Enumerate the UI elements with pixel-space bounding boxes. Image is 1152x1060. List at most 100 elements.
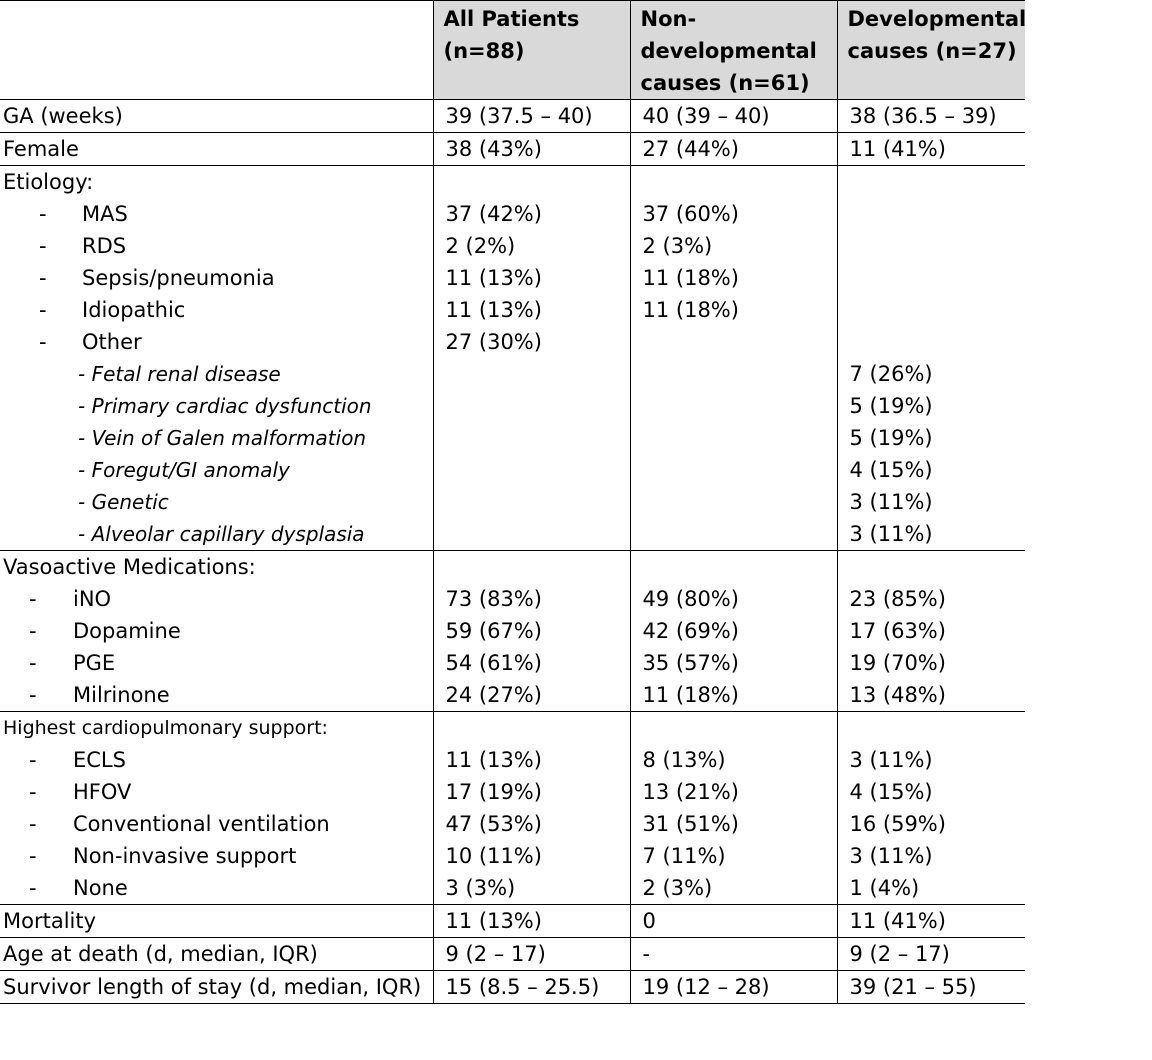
cell-all: 17 (19%)	[432, 776, 630, 808]
table-row: - Conventional ventilation 47 (53%) 31 (5…	[0, 808, 1025, 840]
section-label: Etiology:	[0, 165, 433, 198]
list-dash: -	[29, 780, 37, 804]
cell-nondev: 31 (51%)	[629, 808, 837, 840]
cell-nondev: 0	[629, 904, 837, 938]
cell-nondev: 2 (3%)	[629, 230, 837, 262]
cell-all: 38 (43%)	[432, 132, 630, 166]
table-row-age-at-death: Age at death (d, median, IQR) 9 (2 – 17)…	[0, 937, 1025, 971]
row-label: - Foregut/GI anomaly	[78, 458, 290, 482]
table-row: - Foregut/GI anomaly 4 (15%)	[0, 454, 1025, 486]
cell-dev: 3 (11%)	[836, 840, 1025, 872]
row-label: - Vein of Galen malformation	[78, 426, 367, 450]
patient-characteristics-table: All Patients (n=88) Non-developmental ca…	[0, 0, 1025, 1004]
cell-nondev: 49 (80%)	[629, 583, 837, 615]
cell-dev: 3 (11%)	[836, 744, 1025, 776]
cell-nondev: 27 (44%)	[629, 132, 837, 166]
cell-nondev: 2 (3%)	[629, 872, 837, 905]
cell-dev: 4 (15%)	[836, 776, 1025, 808]
cell-nondev: 37 (60%)	[629, 198, 837, 230]
cell-all: 24 (27%)	[432, 679, 630, 712]
cell-nondev: 11 (18%)	[629, 262, 837, 294]
row-label: Idiopathic	[82, 298, 186, 322]
table-row: - Other 27 (30%)	[0, 326, 1025, 358]
cell-dev: 7 (26%)	[836, 358, 1025, 390]
row-label: Dopamine	[73, 619, 181, 643]
cell-all: 11 (13%)	[432, 294, 630, 326]
cell-dev: 39 (21 – 55)	[836, 970, 1025, 1004]
table-row-length-of-stay: Survivor length of stay (d, median, IQR)…	[0, 970, 1025, 1004]
row-label: Mortality	[0, 904, 433, 938]
cell-dev: 16 (59%)	[836, 808, 1025, 840]
header-non-developmental: Non-developmental causes (n=61)	[629, 0, 837, 100]
cell-dev	[836, 230, 1025, 262]
row-label: iNO	[73, 587, 112, 611]
table-row: - None 3 (3%) 2 (3%) 1 (4%)	[0, 872, 1025, 905]
cell-all: 10 (11%)	[432, 840, 630, 872]
cell-nondev: 11 (18%)	[629, 679, 837, 712]
list-dash: -	[29, 683, 37, 707]
row-label: Non-invasive support	[73, 844, 297, 868]
table-row: - Dopamine 59 (67%) 42 (69%) 17 (63%)	[0, 615, 1025, 647]
row-label: Milrinone	[73, 683, 170, 707]
cell-nondev: 42 (69%)	[629, 615, 837, 647]
row-label: Other	[82, 330, 142, 354]
row-label: Age at death (d, median, IQR)	[0, 937, 433, 971]
cell-dev: 19 (70%)	[836, 647, 1025, 679]
row-label: - Alveolar capillary dysplasia	[78, 522, 365, 546]
cell-all: 27 (30%)	[432, 326, 630, 358]
cell-all: 11 (13%)	[432, 904, 630, 938]
cell-dev: 1 (4%)	[836, 872, 1025, 905]
list-dash: -	[29, 651, 37, 675]
cell-dev: 11 (41%)	[836, 904, 1025, 938]
table-row-vasoactive-heading: Vasoactive Medications:	[0, 550, 1025, 583]
table-row-mortality: Mortality 11 (13%) 0 11 (41%)	[0, 904, 1025, 938]
row-label: Survivor length of stay (d, median, IQR)	[0, 970, 433, 1004]
cell-dev: 5 (19%)	[836, 390, 1025, 422]
row-label: RDS	[82, 234, 127, 258]
cell-all: 3 (3%)	[432, 872, 630, 905]
table-row: - PGE 54 (61%) 35 (57%) 19 (70%)	[0, 647, 1025, 679]
row-label: MAS	[82, 202, 128, 226]
header-row: All Patients (n=88) Non-developmental ca…	[0, 0, 1025, 100]
list-dash: -	[29, 587, 37, 611]
table-row-female: Female 38 (43%) 27 (44%) 11 (41%)	[0, 132, 1025, 166]
cell-dev: 11 (41%)	[836, 132, 1025, 166]
row-label: Sepsis/pneumonia	[82, 266, 275, 290]
row-label: Female	[0, 132, 433, 166]
row-label: - Genetic	[78, 490, 169, 514]
cell-dev: 5 (19%)	[836, 422, 1025, 454]
row-label: ECLS	[73, 748, 126, 772]
cell-all: 11 (13%)	[432, 744, 630, 776]
table-row: - Non-invasive support 10 (11%) 7 (11%) 3…	[0, 840, 1025, 872]
list-dash: -	[29, 844, 37, 868]
cell-dev: 9 (2 – 17)	[836, 937, 1025, 971]
table-row: - RDS 2 (2%) 2 (3%)	[0, 230, 1025, 262]
cell-dev: 3 (11%)	[836, 486, 1025, 518]
row-label: GA (weeks)	[3, 104, 123, 128]
table-row: - Idiopathic 11 (13%) 11 (18%)	[0, 294, 1025, 326]
table-row: - Alveolar capillary dysplasia 3 (11%)	[0, 518, 1025, 551]
cell-nondev: 7 (11%)	[629, 840, 837, 872]
cell-dev: 4 (15%)	[836, 454, 1025, 486]
section-label: Highest cardiopulmonary support:	[0, 711, 433, 744]
row-label: Conventional ventilation	[73, 812, 330, 836]
table-row: - MAS 37 (42%) 37 (60%)	[0, 198, 1025, 230]
cell-nondev: -	[629, 937, 837, 971]
cell-dev: 38 (36.5 – 39)	[836, 99, 1025, 133]
table-row: - Primary cardiac dysfunction 5 (19%)	[0, 390, 1025, 422]
table-row-ga: GA (weeks) 39 (37.5 – 40) 40 (39 – 40) 3…	[0, 99, 1025, 133]
list-dash: -	[39, 202, 47, 226]
table-row: - iNO 73 (83%) 49 (80%) 23 (85%)	[0, 583, 1025, 615]
cell-nondev: 11 (18%)	[629, 294, 837, 326]
cell-nondev	[629, 326, 837, 358]
list-dash: -	[29, 876, 37, 900]
cell-all: 11 (13%)	[432, 262, 630, 294]
list-dash: -	[39, 266, 47, 290]
cell-all: 37 (42%)	[432, 198, 630, 230]
cell-all: 54 (61%)	[432, 647, 630, 679]
row-label: - Fetal renal disease	[78, 362, 281, 386]
cell-dev	[836, 262, 1025, 294]
list-dash: -	[39, 298, 47, 322]
table-row: - Sepsis/pneumonia 11 (13%) 11 (18%)	[0, 262, 1025, 294]
cell-dev: 13 (48%)	[836, 679, 1025, 712]
